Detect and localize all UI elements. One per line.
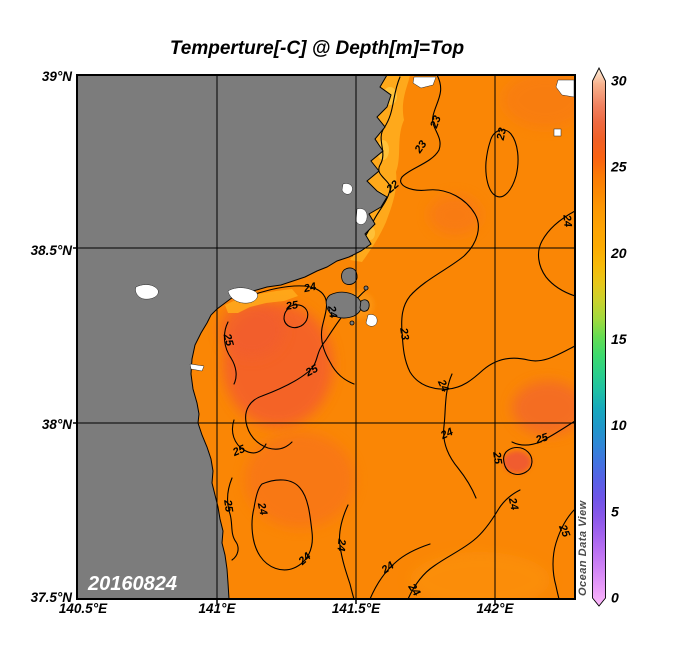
odv-credit: Ocean Data View — [577, 499, 589, 596]
graticule — [77, 75, 575, 599]
contour-label: 24 — [438, 426, 455, 442]
contour-label: 24 — [506, 496, 520, 511]
x-tick-label: 141.5°E — [332, 601, 381, 616]
colorbar-tick: 15 — [611, 331, 627, 347]
frame-ticks — [73, 247, 496, 604]
y-tick-label: 38.5°N — [31, 243, 73, 258]
colorbar-tick: 20 — [610, 245, 627, 261]
y-tick-label: 39°N — [42, 69, 72, 84]
map-panel: 22 23 23 23 23 24 24 25 24 25 25 25 25 2… — [73, 74, 576, 604]
y-tick-label: 37.5°N — [31, 590, 73, 605]
x-tick-label: 140.5°E — [59, 601, 108, 616]
x-tick-label: 141°E — [199, 601, 237, 616]
y-tick-label: 38°N — [42, 417, 72, 432]
contour-labels: 22 23 23 23 23 24 24 25 24 25 25 25 25 2… — [220, 114, 573, 598]
colorbar: 30 25 20 15 10 5 0 — [592, 66, 627, 607]
colorbar-tick: 30 — [611, 73, 627, 89]
contour-label: 24 — [560, 213, 573, 227]
contour-label: 25 — [284, 299, 300, 313]
contour-label: 24 — [325, 304, 339, 319]
date-stamp: 20160824 — [87, 573, 177, 595]
contour-label: 23 — [397, 326, 411, 341]
colorbar-tick: 5 — [611, 503, 619, 519]
contour-label: 25 — [533, 431, 550, 447]
sst-patches — [220, 75, 575, 599]
contour-lines — [223, 75, 575, 599]
contour-label: 25 — [556, 522, 572, 540]
colorbar-tick: 25 — [610, 159, 627, 175]
colorbar-tick: 10 — [611, 417, 627, 433]
contour-label: 25 — [221, 498, 235, 514]
chart-title: Temperture[-C] @ Depth[m]=Top — [170, 38, 464, 59]
contour-label: 23 — [428, 114, 444, 131]
contour-label: 24 — [255, 501, 269, 516]
map-frame — [76, 74, 576, 600]
contour-label: 25 — [220, 332, 235, 349]
colorbar-gradient-bar — [592, 66, 606, 607]
contour-label: 24 — [334, 537, 347, 551]
contour-label: 24 — [435, 377, 451, 394]
islands — [325, 267, 370, 326]
colorbar-tick-labels: 30 25 20 15 10 5 0 — [610, 73, 627, 606]
x-tick-label: 142°E — [477, 601, 515, 616]
contour-label: 23 — [495, 127, 509, 142]
no-data-patches — [135, 76, 575, 372]
contour-label: 25 — [303, 362, 321, 379]
contour-label: 25 — [230, 443, 248, 459]
y-axis-labels: 39°N 38.5°N 38°N 37.5°N — [31, 69, 73, 605]
x-axis-labels: 140.5°E 141°E 141.5°E 142°E — [59, 601, 515, 616]
contour-label: 25 — [490, 450, 504, 466]
contour-label: 24 — [302, 281, 317, 295]
colorbar-tick: 0 — [611, 590, 619, 606]
